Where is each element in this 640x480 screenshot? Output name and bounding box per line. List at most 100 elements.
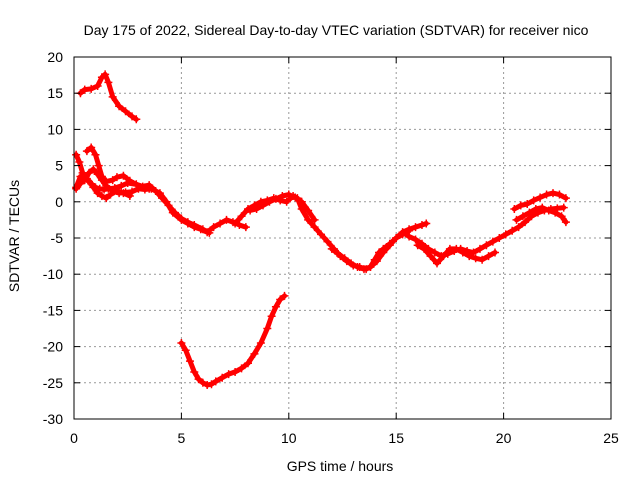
y-tick-label: -15: [43, 302, 63, 318]
data-point: [231, 219, 240, 228]
series-arc-10: [413, 241, 500, 268]
data-point: [78, 168, 87, 177]
data-point: [145, 181, 154, 190]
data-point: [82, 147, 91, 156]
data-point: [523, 199, 532, 208]
data-point: [430, 248, 439, 257]
data-point: [508, 226, 517, 235]
data-point: [484, 252, 493, 261]
data-point: [385, 241, 394, 250]
data-point: [417, 220, 426, 229]
data-point: [334, 249, 343, 258]
data-point: [514, 223, 523, 232]
data-point: [106, 190, 115, 199]
data-point: [80, 174, 89, 183]
y-tick-label: 20: [47, 49, 63, 65]
data-point: [177, 338, 186, 347]
x-tick-label: 20: [496, 430, 512, 446]
data-point: [121, 107, 130, 116]
data-point: [471, 254, 480, 263]
data-point: [250, 349, 259, 358]
data-point: [488, 237, 497, 246]
data-point: [97, 172, 106, 181]
data-point: [280, 291, 289, 300]
data-point: [557, 212, 566, 221]
data-point: [85, 177, 94, 186]
data-point: [392, 234, 401, 242]
data-point: [501, 230, 510, 239]
data-point: [164, 201, 173, 210]
series-arc-4: [82, 143, 214, 237]
data-point: [310, 223, 319, 232]
series-line: [84, 145, 212, 236]
data-point: [112, 173, 121, 182]
data-point: [433, 259, 442, 268]
data-point: [246, 206, 255, 215]
data-point: [465, 252, 474, 261]
data-point: [216, 219, 225, 228]
data-point: [119, 171, 128, 180]
data-point: [94, 161, 103, 170]
series-arc-11: [510, 189, 570, 214]
data-point: [304, 206, 313, 215]
data-point: [190, 367, 199, 376]
series-arc-1: [76, 70, 141, 124]
data-point: [439, 252, 448, 261]
data-point: [101, 70, 110, 79]
data-point: [271, 194, 280, 203]
data-point: [76, 179, 85, 188]
data-point: [115, 102, 124, 111]
data-point: [559, 203, 568, 212]
data-point: [426, 252, 435, 261]
data-point: [185, 357, 194, 366]
series-arc-5: [72, 174, 134, 203]
data-point: [521, 218, 530, 227]
data-point: [97, 192, 106, 201]
data-point: [205, 228, 214, 237]
data-point: [104, 78, 113, 87]
data-point: [372, 257, 381, 266]
data-point: [132, 180, 141, 189]
data-point: [518, 212, 527, 221]
data-point: [413, 241, 422, 250]
data-point: [282, 197, 291, 206]
data-point: [366, 262, 375, 271]
data-point: [224, 370, 233, 379]
data-point: [222, 215, 231, 224]
data-point: [512, 215, 521, 224]
data-point: [411, 223, 420, 232]
data-point: [495, 234, 504, 242]
data-point: [561, 194, 570, 203]
data-point: [119, 189, 128, 198]
series-arc-12: [512, 203, 570, 227]
data-point: [420, 244, 429, 253]
y-tick-label: -25: [43, 375, 63, 391]
data-point: [241, 223, 250, 232]
data-point: [478, 255, 487, 264]
data-point: [265, 197, 274, 206]
data-point: [158, 194, 167, 203]
data-point: [211, 377, 220, 386]
data-point: [127, 112, 136, 121]
data-point: [237, 212, 246, 221]
data-point: [398, 228, 407, 237]
y-tick-label: 5: [55, 158, 63, 174]
x-tick-label: 15: [388, 430, 404, 446]
data-point: [327, 244, 336, 253]
data-point: [125, 192, 134, 201]
data-point: [190, 220, 199, 229]
data-point: [127, 187, 136, 196]
data-point: [276, 295, 285, 304]
data-point: [452, 244, 461, 253]
data-point: [256, 338, 265, 347]
data-point: [177, 214, 186, 223]
series-arc-8: [327, 226, 414, 274]
data-point: [237, 364, 246, 373]
data-point: [87, 84, 96, 93]
data-point: [91, 150, 100, 159]
data-point: [340, 254, 349, 263]
ticks: 0 5 10 15 20 25 -30 -25 -20 -15 -10 -5 0 5 10 15 20: [43, 49, 619, 446]
x-tick-label: 0: [70, 430, 78, 446]
data-point: [482, 241, 491, 250]
